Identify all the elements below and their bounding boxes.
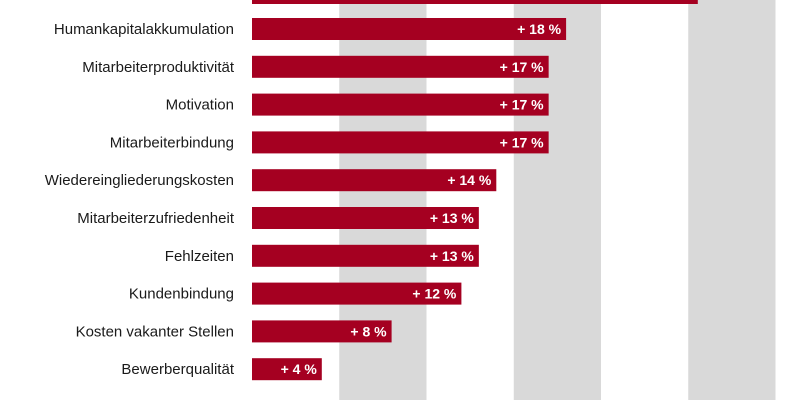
category-label: Bewerberqualität bbox=[121, 361, 234, 378]
bar-value-label: + 18 % bbox=[517, 21, 562, 37]
bar bbox=[252, 55, 549, 78]
bar bbox=[252, 93, 549, 116]
bar-value-label: + 8 % bbox=[350, 323, 387, 339]
bar bbox=[252, 169, 497, 192]
bar-value-label: + 14 % bbox=[447, 172, 492, 188]
bar-value-label: + 13 % bbox=[430, 248, 475, 264]
category-label: Mitarbeiterzufriedenheit bbox=[77, 210, 235, 227]
bar-value-label: + 4 % bbox=[281, 361, 318, 377]
bar bbox=[252, 207, 479, 229]
bar-value-label: + 17 % bbox=[500, 59, 545, 75]
bar bbox=[252, 320, 392, 343]
bar-value-label: + 17 % bbox=[500, 134, 545, 150]
bar bbox=[252, 131, 549, 154]
category-label: Mitarbeiterbindung bbox=[110, 134, 234, 151]
bar bbox=[252, 358, 322, 381]
grid-band bbox=[688, 0, 776, 400]
bar-value-label: + 17 % bbox=[500, 97, 545, 113]
bar-value-label: + 12 % bbox=[412, 286, 457, 302]
category-label: Kundenbindung bbox=[129, 286, 234, 303]
bar bbox=[252, 18, 567, 40]
bar-value-label: + 13 % bbox=[430, 210, 475, 226]
category-label: Kosten vakanter Stellen bbox=[76, 323, 234, 340]
bar bbox=[252, 282, 462, 305]
category-label: Humankapitalakkumulation bbox=[54, 21, 234, 38]
category-label: Wiedereingliederungskosten bbox=[45, 172, 234, 189]
bar bbox=[252, 244, 479, 267]
category-labels: Humankapitalakkumulation Mitarbeiterprodu… bbox=[45, 21, 235, 378]
bars: + 18 % + 17 % + 17 % + 17 % + 14 % + 13 % + 13… bbox=[252, 0, 698, 381]
bar-partial-top bbox=[252, 0, 698, 4]
category-label: Mitarbeiterproduktivität bbox=[82, 59, 235, 76]
category-label: Motivation bbox=[166, 97, 234, 114]
category-label: Fehlzeiten bbox=[165, 248, 234, 265]
